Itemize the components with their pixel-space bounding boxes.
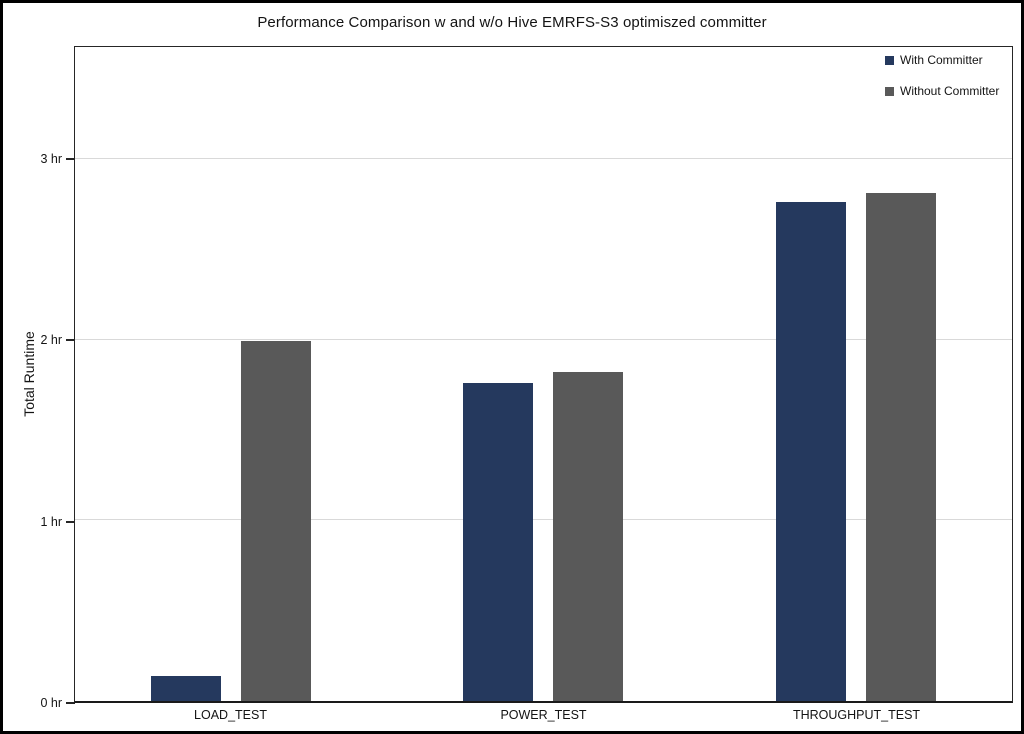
legend-label: Without Committer — [900, 84, 1000, 98]
legend-swatch-with-committer — [885, 55, 894, 65]
y-tick-label: 1 hr — [40, 514, 62, 529]
legend-swatch-without-committer — [885, 86, 894, 96]
bar — [865, 193, 936, 701]
x-axis-labels: LOAD_TEST POWER_TEST THROUGHPUT_TEST — [74, 708, 1013, 722]
y-tick-mark — [66, 520, 75, 523]
bar — [553, 372, 624, 701]
bar — [241, 341, 312, 701]
legend: With Committer Without Committer — [885, 52, 999, 114]
y-tick-label: 2 hr — [40, 333, 62, 348]
category-group — [387, 47, 699, 701]
plot-area: With Committer Without Committer — [74, 46, 1013, 703]
gridline — [75, 158, 1012, 160]
x-axis-label: LOAD_TEST — [194, 708, 267, 722]
y-axis-tick-marks — [66, 46, 75, 704]
legend-item: Without Committer — [885, 83, 999, 99]
y-tick-mark — [66, 339, 75, 342]
legend-item: With Committer — [885, 52, 999, 68]
legend-label: With Committer — [900, 53, 983, 67]
bars — [75, 47, 1012, 701]
gridline — [75, 519, 1012, 521]
category-group — [75, 47, 387, 701]
bar — [151, 675, 222, 701]
x-axis-label: THROUGHPUT_TEST — [792, 708, 921, 722]
chart-title: Performance Comparison w and w/o Hive EM… — [257, 14, 767, 31]
y-tick-label: 3 hr — [40, 151, 62, 166]
category-group — [700, 47, 1012, 701]
y-tick-label: 0 hr — [40, 696, 62, 710]
gridline — [75, 338, 1012, 340]
y-tick-mark — [66, 702, 75, 704]
bar — [463, 383, 534, 701]
bar — [775, 202, 846, 701]
x-axis-label: POWER_TEST — [500, 708, 587, 722]
y-tick-mark — [66, 157, 75, 160]
y-axis-tick-labels: 0 hr 1 hr 2 hr 3 hr — [3, 46, 64, 710]
